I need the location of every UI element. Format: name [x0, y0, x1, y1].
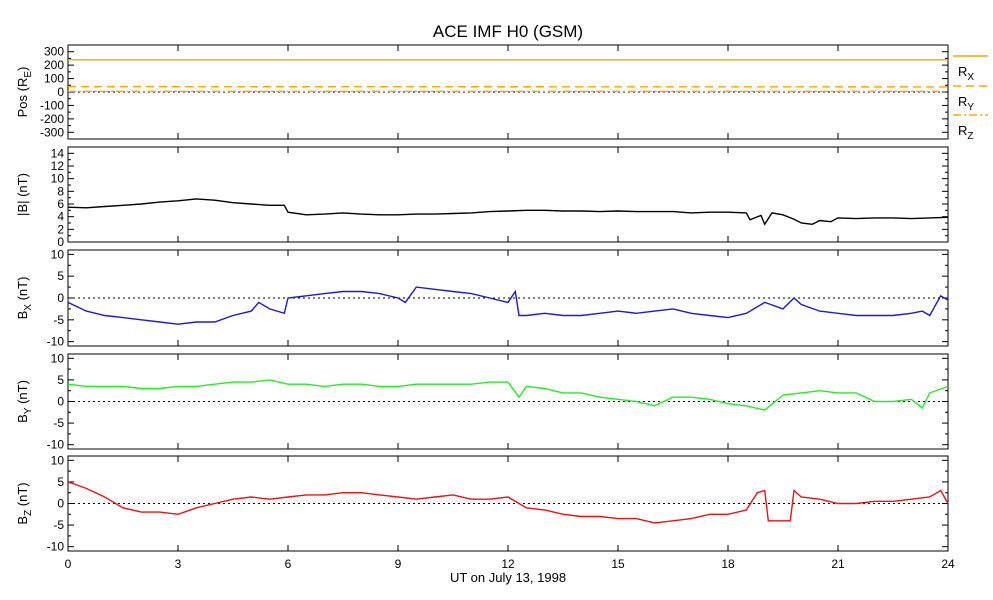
y-axis-label-main: Pos (R	[15, 78, 30, 118]
x-tick-label: 9	[395, 557, 402, 571]
x-tick-label: 21	[831, 557, 845, 571]
y-tick-label: 5	[57, 269, 64, 283]
y-axis-label-tail: (nT)	[15, 277, 30, 304]
panel-frame	[67, 146, 949, 243]
y-tick-label: 5	[57, 475, 64, 489]
y-tick-label: 0	[57, 497, 64, 511]
legend-label: RY	[958, 94, 974, 113]
series-line-bz	[67, 481, 949, 524]
y-tick-label: -100	[40, 98, 64, 112]
series-line-bmag	[67, 198, 949, 226]
legend-label-sub: Z	[967, 131, 973, 142]
y-axis-label-bz: BZ (nT)	[15, 482, 34, 524]
x-tick-label: 24	[941, 557, 955, 571]
panel-bx: -10 -5 0 5 10 BX (nT)	[15, 247, 949, 349]
y-tick-label: 10	[51, 351, 65, 365]
y-tick-label: 10	[51, 247, 65, 261]
panel-by: -10 -5 0 5 10 BY (nT)	[15, 351, 949, 452]
y-tick-label: 0	[57, 85, 64, 99]
y-tick-label: -300	[40, 125, 64, 139]
y-tick-label: -10	[47, 335, 65, 349]
y-axis-label-bmag: |B| (nT)	[15, 173, 30, 216]
legend-label-sub: X	[967, 72, 974, 83]
y-tick-label: 4	[57, 210, 64, 224]
y-tick-label: -10	[47, 438, 65, 452]
y-axis-label-main: B	[15, 516, 30, 525]
y-tick-label: -200	[40, 112, 64, 126]
y-tick-label: 200	[44, 58, 64, 72]
y-axis-label-sub: Y	[23, 407, 34, 414]
y-tick-label: 0	[57, 291, 64, 305]
panel-bz: -10 -5 0 5 10 BZ (nT)	[15, 453, 949, 554]
x-tick-label: 0	[65, 557, 72, 571]
y-axis-label-tail: )	[15, 67, 30, 71]
legend-label-main: R	[958, 123, 967, 138]
legend-label: RX	[958, 64, 974, 83]
y-tick-label: -5	[53, 518, 64, 532]
y-tick-label: 0	[57, 235, 64, 249]
y-axis-label-main: B	[15, 311, 30, 320]
y-tick-label: 14	[51, 146, 65, 160]
y-tick-label: -10	[47, 540, 65, 554]
y-axis-label-tail: (nT)	[15, 380, 30, 407]
y-axis-label-sub: E	[23, 71, 34, 78]
y-tick-label: 100	[44, 72, 64, 86]
y-tick-label: -5	[53, 416, 64, 430]
y-axis-label-by: BY (nT)	[15, 380, 34, 423]
y-tick-label: 5	[57, 373, 64, 387]
y-tick-label: 8	[57, 184, 64, 198]
x-tick-label: 18	[721, 557, 735, 571]
x-tick-label: 12	[501, 557, 515, 571]
y-tick-label: 300	[44, 45, 64, 59]
y-tick-label: 6	[57, 197, 64, 211]
y-axis-label-main: |B| (nT)	[15, 173, 30, 216]
x-axis-label: UT on July 13, 1998	[450, 570, 566, 585]
x-tick-label: 3	[175, 557, 182, 571]
y-tick-label: 2	[57, 222, 64, 236]
legend-label-main: R	[958, 94, 967, 109]
y-tick-label: 12	[51, 159, 65, 173]
y-axis-label-bx: BX (nT)	[15, 277, 34, 320]
chart-title: ACE IMF H0 (GSM)	[433, 22, 583, 41]
y-axis-label-tail: (nT)	[15, 482, 30, 509]
series-line-bx	[67, 286, 949, 325]
series-line-by	[67, 379, 949, 411]
x-tick-label: 6	[285, 557, 292, 571]
x-tick-label: 15	[611, 557, 625, 571]
legend-label-sub: Y	[967, 102, 974, 113]
y-axis-label-main: B	[15, 414, 30, 423]
y-tick-label: 0	[57, 395, 64, 409]
y-tick-label: 10	[51, 453, 65, 467]
y-tick-label: 10	[51, 172, 65, 186]
y-axis-label-sub: Z	[23, 510, 34, 516]
y-tick-label: -5	[53, 313, 64, 327]
x-axis: 0 3 6 9 12 15 18 21 24	[65, 557, 955, 571]
y-axis-label-pos: Pos (RE)	[15, 67, 34, 118]
legend-label: RZ	[958, 123, 974, 142]
y-axis-label-sub: X	[23, 304, 34, 311]
legend-label-main: R	[958, 64, 967, 79]
